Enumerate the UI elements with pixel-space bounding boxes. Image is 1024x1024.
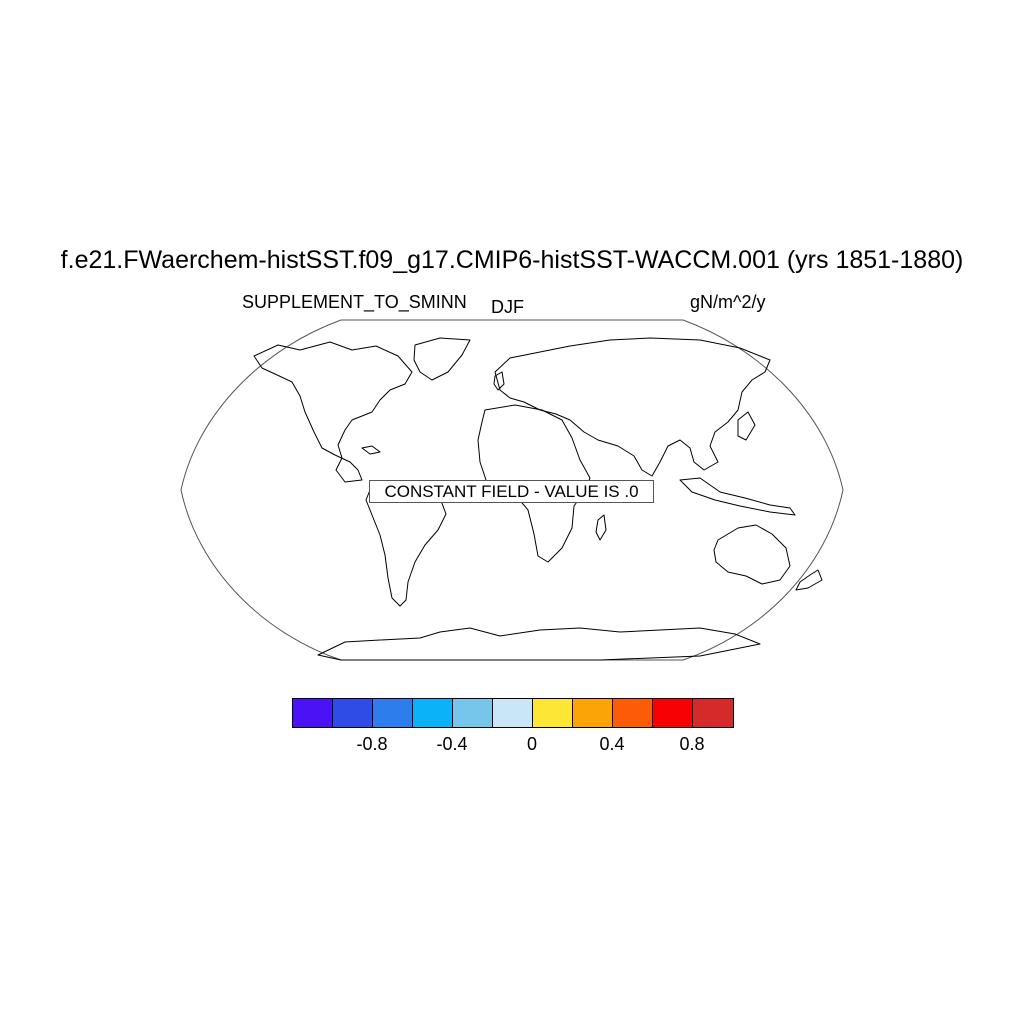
colorbar-box: [693, 699, 733, 727]
uk-coast: [493, 371, 505, 391]
colorbar-box: [453, 699, 493, 727]
colorbar-box: [533, 699, 573, 727]
colorbar-tick-label: 0.4: [599, 734, 625, 754]
colorbar-box: [653, 699, 693, 727]
constant-field-message: CONSTANT FIELD - VALUE IS .0: [369, 480, 654, 503]
madagascar-coast: [595, 514, 607, 541]
colorbar-tick-label: -0.4: [436, 734, 468, 754]
caribbean-coast: [361, 445, 381, 455]
colorbar-tick-label: 0.8: [679, 734, 705, 754]
europe-asia-coast: [494, 337, 771, 477]
colorbar-box: [493, 699, 533, 727]
plot-title: f.e21.FWaerchem-histSST.f09_g17.CMIP6-hi…: [60, 246, 964, 274]
colorbar-box: [293, 699, 333, 727]
colorbar-box: [373, 699, 413, 727]
colorbar-tick-label: 0: [526, 734, 538, 754]
season-label: DJF: [491, 297, 524, 317]
antarctica-coast: [317, 627, 761, 661]
colorbar-tick-label: -0.8: [356, 734, 388, 754]
greenland-coast: [413, 337, 471, 381]
colorbar: [292, 698, 734, 728]
colorbar-box: [613, 699, 653, 727]
colorbar-box: [333, 699, 373, 727]
indonesia-coast: [679, 477, 796, 516]
japan-coast: [737, 411, 756, 441]
map-boundary: [180, 319, 844, 661]
variable-label: SUPPLEMENT_TO_SMINN: [242, 292, 467, 312]
australia-coast: [713, 524, 791, 585]
north-america-coast: [253, 341, 413, 483]
africa-coast: [477, 404, 591, 563]
colorbar-box: [413, 699, 453, 727]
units-label: gN/m^2/y: [690, 292, 766, 312]
new-zealand-coast: [795, 569, 823, 591]
colorbar-box: [573, 699, 613, 727]
